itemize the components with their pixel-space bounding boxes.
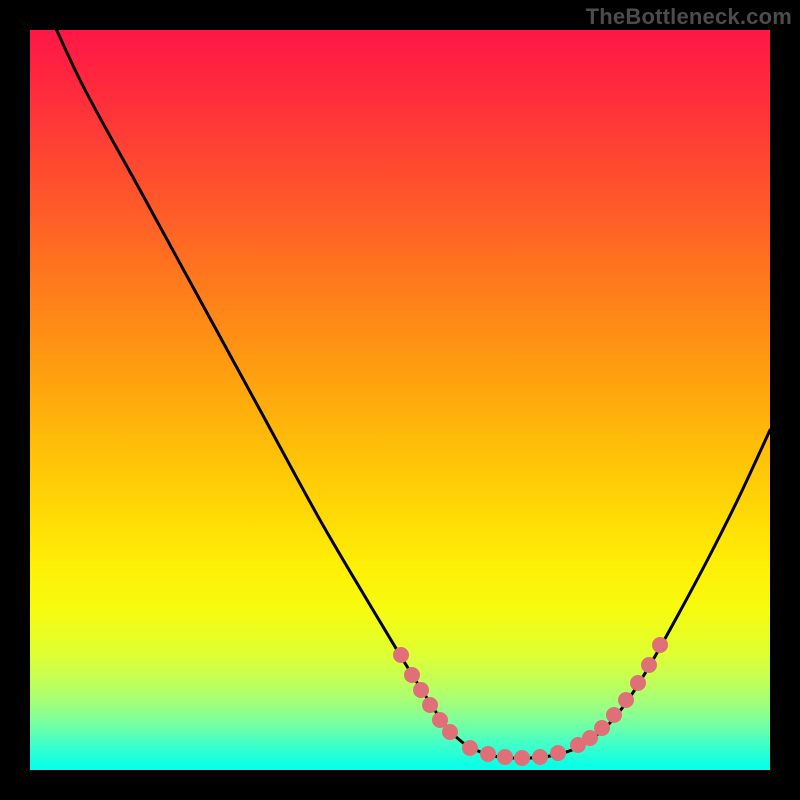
curve-marker — [652, 637, 668, 653]
curve-marker — [641, 657, 657, 673]
curve-marker — [532, 749, 548, 765]
curve-marker — [497, 749, 513, 765]
curve-marker — [618, 692, 634, 708]
curve-marker — [606, 707, 622, 723]
curve-marker — [550, 745, 566, 761]
curve-marker — [594, 720, 610, 736]
curve-marker — [442, 724, 458, 740]
watermark-text: TheBottleneck.com — [586, 4, 792, 30]
curve-marker — [393, 647, 409, 663]
curve-marker — [462, 740, 478, 756]
curve-marker — [422, 697, 438, 713]
curve-marker — [480, 746, 496, 762]
curve-marker — [413, 682, 429, 698]
plot-area — [30, 30, 770, 770]
curve-marker — [404, 667, 420, 683]
curve-marker — [514, 750, 530, 766]
curve-marker — [630, 675, 646, 691]
plot-svg — [30, 30, 770, 770]
chart-frame: TheBottleneck.com — [0, 0, 800, 800]
